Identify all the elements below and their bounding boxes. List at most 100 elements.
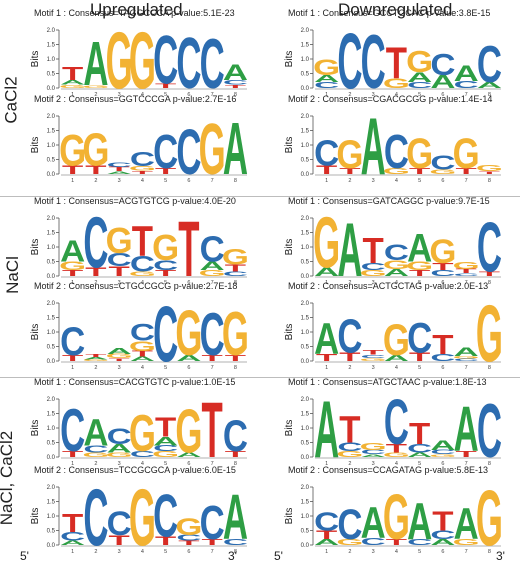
logo-letter-C: C <box>430 352 455 363</box>
logo-letter-T: T <box>456 167 478 176</box>
motif-title: Motif 2 : Consensus=ACTGCTAG p-value:2.0… <box>288 281 489 291</box>
logo-letter-C: C <box>361 262 386 273</box>
logo-letter-G: G <box>82 359 109 362</box>
y-tick-label: 0.5 <box>301 158 310 164</box>
x-tick-label: 3 <box>118 280 121 286</box>
x-tick-label: 6 <box>187 178 190 184</box>
x-tick-label: 5 <box>418 549 421 555</box>
y-axis-label: Bits <box>30 239 41 256</box>
y-tick-label: 1.5 <box>301 412 310 418</box>
x-tick-label: 3 <box>372 461 375 467</box>
x-tick-label: 4 <box>395 549 398 555</box>
y-tick-label: 1.5 <box>301 231 310 237</box>
logo-letter-A: A <box>454 345 479 359</box>
logo-letter-T: T <box>62 508 83 538</box>
x-tick-label: 5 <box>418 461 421 467</box>
logo-letter-G: G <box>429 169 456 176</box>
logo-letter-T: T <box>409 167 431 176</box>
y-tick-label: 0.5 <box>301 529 310 535</box>
y-tick-label: 0.0 <box>301 359 310 365</box>
y-tick-label: 0.5 <box>47 345 56 351</box>
y-tick-label: 1.5 <box>301 316 310 322</box>
y-tick-label: 0.0 <box>301 543 310 549</box>
x-tick-label: 4 <box>141 178 144 184</box>
row-separator <box>0 196 520 197</box>
motif-title: Motif 2 : Consensus=CTGCCGCG p-value:2.7… <box>34 281 238 291</box>
three-prime-label: 3' <box>496 549 505 563</box>
logo-letter-T: T <box>456 450 478 459</box>
logo-letter-T: T <box>155 83 176 90</box>
x-tick-label: 2 <box>348 365 351 371</box>
logo-letter-T: T <box>85 163 106 177</box>
logo-letter-T: T <box>109 358 130 362</box>
x-tick-label: 2 <box>348 92 351 98</box>
logo-letter-A: A <box>384 267 409 278</box>
x-tick-label: 1 <box>71 280 74 286</box>
column-header-upregulated: Upregulated <box>90 0 183 19</box>
y-axis-label: Bits <box>30 51 41 68</box>
logo-letter-C: C <box>477 36 502 94</box>
logo-letter-C: C <box>83 444 108 455</box>
logo-letter-T: T <box>363 230 385 271</box>
x-tick-label: 7 <box>465 461 468 467</box>
motif-logo-panel: Motif 2 : Consensus=CGACGCGG p-value:1.4… <box>282 94 510 192</box>
logo-letter-A: A <box>361 499 386 548</box>
x-tick-label: 2 <box>348 549 351 555</box>
x-tick-label: 8 <box>488 365 491 371</box>
logo-letter-G: G <box>360 441 387 452</box>
motif-logo-panel: Motif 1 : Consensus=TAGGCCCA p-value:5.1… <box>28 8 256 106</box>
logo-letter-G: G <box>429 233 456 271</box>
logo-letter-A: A <box>337 206 362 292</box>
logo-letter-A: A <box>454 500 479 549</box>
logo-letter-G: G <box>476 290 503 380</box>
x-tick-label: 2 <box>94 280 97 286</box>
x-tick-label: 8 <box>234 461 237 467</box>
y-tick-label: 0.0 <box>47 86 56 92</box>
motif-title: Motif 1 : Consensus=GATCAGGC p-value:9.7… <box>288 196 490 206</box>
y-tick-label: 1.5 <box>47 316 56 322</box>
x-tick-label: 1 <box>71 92 74 98</box>
y-tick-label: 1.0 <box>301 426 310 432</box>
logo-letter-C: C <box>407 81 432 90</box>
logo-letter-T: T <box>202 538 224 547</box>
x-tick-label: 4 <box>141 92 144 98</box>
logo-letter-A: A <box>314 386 339 476</box>
logo-letter-A: A <box>454 393 479 465</box>
logo-letter-C: C <box>153 22 178 99</box>
logo-letter-G: G <box>152 227 179 268</box>
motif-logo-panel: Motif 2 : Consensus=GGTCCCGA p-value:2.7… <box>28 94 256 191</box>
logo-letter-C: C <box>130 320 155 347</box>
logo-letter-G: G <box>453 538 480 547</box>
y-tick-label: 0.5 <box>47 260 56 266</box>
x-tick-label: 2 <box>348 280 351 286</box>
y-tick-label: 0.0 <box>301 172 310 178</box>
logo-letter-A: A <box>384 354 409 363</box>
logo-letter-C: C <box>176 116 201 188</box>
row-separator <box>0 377 520 378</box>
x-tick-label: 5 <box>164 461 167 467</box>
y-tick-label: 1.0 <box>47 330 56 336</box>
x-tick-label: 7 <box>465 549 468 555</box>
x-tick-label: 6 <box>441 549 444 555</box>
logo-letter-G: G <box>383 258 410 272</box>
logo-letter-C: C <box>200 25 225 104</box>
y-tick-label: 1.5 <box>301 129 310 135</box>
logo-letter-A: A <box>361 103 386 193</box>
logo-letter-T: T <box>225 450 247 459</box>
y-tick-label: 0.5 <box>47 158 56 164</box>
logo-letter-G: G <box>336 450 363 459</box>
x-tick-label: 6 <box>187 92 190 98</box>
y-tick-label: 1.0 <box>47 514 56 520</box>
logo-letter-C: C <box>153 290 178 378</box>
logo-letter-T: T <box>225 84 246 89</box>
logo-letter-G: G <box>360 269 387 278</box>
x-tick-label: 6 <box>441 178 444 184</box>
logo-letter-C: C <box>361 354 386 359</box>
motif-title: Motif 1 : Consensus=ATGCTAAC p-value:1.8… <box>288 377 487 387</box>
logo-letter-C: C <box>430 48 455 81</box>
logo-letter-G: G <box>82 85 109 89</box>
y-tick-label: 0.0 <box>47 455 56 461</box>
logo-letter-C: C <box>130 253 155 277</box>
